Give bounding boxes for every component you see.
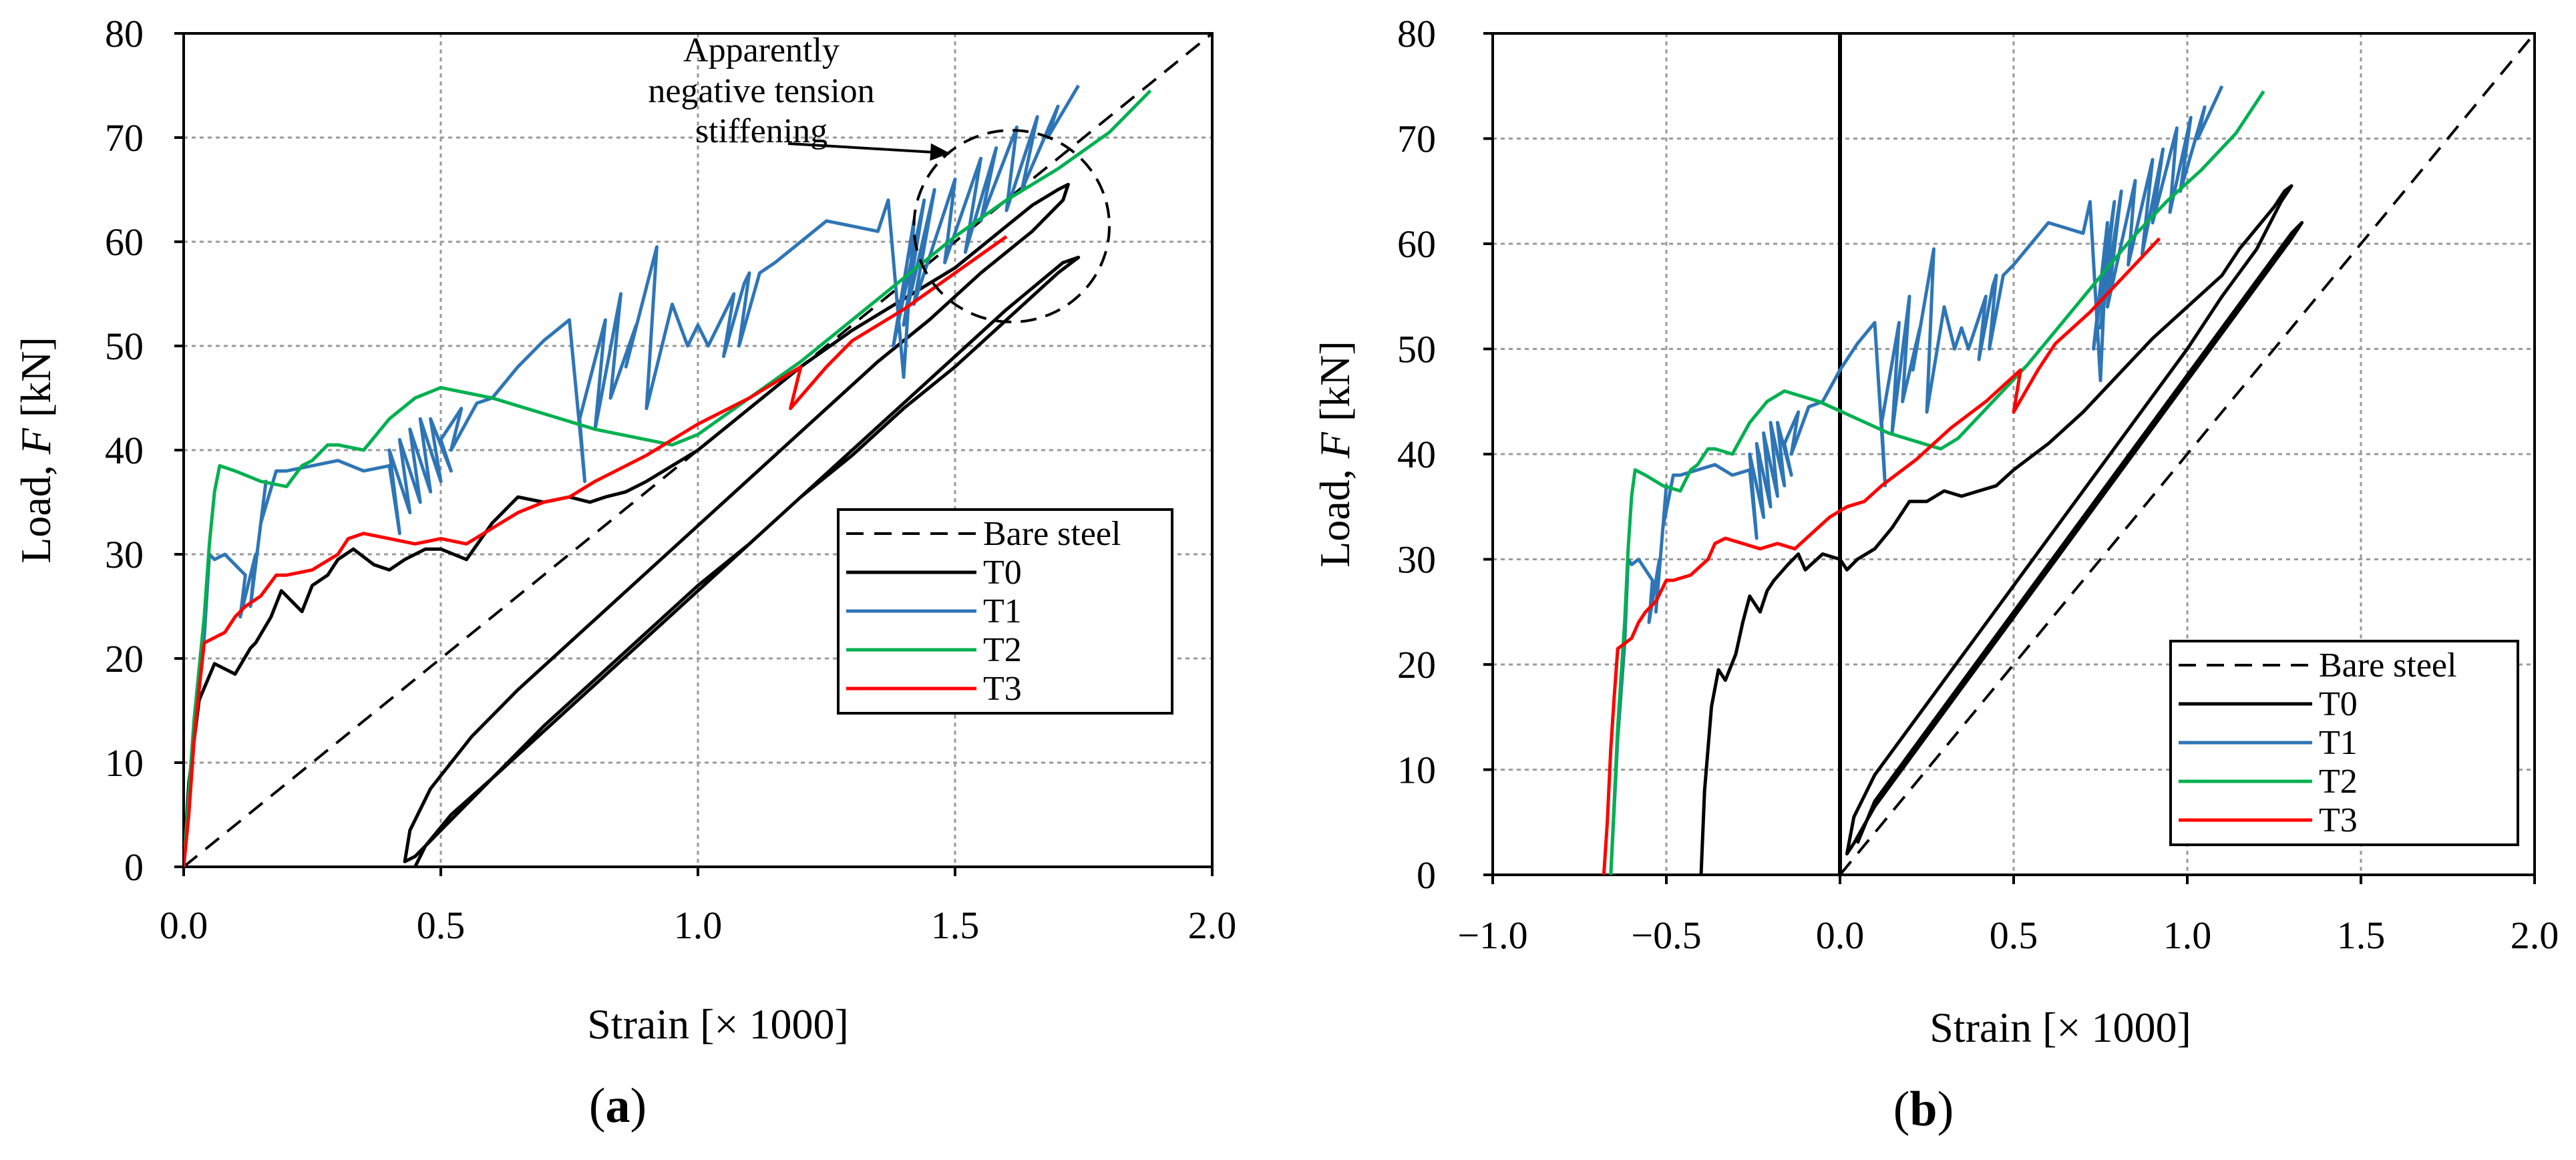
panel-a-y-axis-label: Load, F [kN] (12, 337, 59, 563)
panel-b-y-tick-label: 30 (1397, 538, 1436, 582)
panel-b-legend-label: T1 (2319, 724, 2358, 762)
panel-a-y-axis-label-unit: [kN] (12, 337, 59, 428)
panel-b-panel-label-open: ( (1893, 1082, 1910, 1137)
panel-b-y-axis-label-var: F (1311, 431, 1358, 459)
panel-b-x-axis-label: Strain [× 1000] (1929, 1004, 2191, 1051)
panel-a-y-axis-label-prefix: Load, (12, 454, 59, 564)
panel-b-x-tick-label: −0.5 (1631, 914, 1701, 957)
panel-b-y-tick-label: 10 (1397, 749, 1436, 792)
panel-a-y-tick-label: 50 (105, 325, 144, 368)
panel-a-x-tick-label: 0.0 (160, 904, 208, 947)
panel-b-panel-label: (b) (1893, 1082, 1954, 1137)
panel-a-y-axis-label-var: F (12, 427, 59, 455)
panel-a-panel-label: (a) (589, 1079, 647, 1133)
panel-a-y-tick-label: 10 (105, 741, 144, 785)
panel-b-y-tick-label: 0 (1417, 853, 1436, 897)
panel-a-annotation-text: negative tension (648, 72, 874, 110)
panel-a-x-tick-label: 0.5 (417, 904, 466, 947)
panel-b-x-tick-label: 2.0 (2511, 914, 2559, 957)
panel-b-x-tick-label: −1.0 (1457, 914, 1527, 957)
panel-b-series-line-t1 (1609, 85, 2224, 875)
panel-a-y-tick-label: 60 (105, 220, 144, 264)
panel-a-series-line-t2 (184, 89, 1152, 867)
panel-b-legend-label: T2 (2319, 763, 2358, 801)
panel-a-series-group (184, 33, 1212, 867)
panel-a-x-axis-label: Strain [× 1000] (587, 1000, 849, 1048)
panel-b-x-tick-label: 0.5 (1990, 914, 2038, 957)
panel-b-y-tick-label: 60 (1397, 222, 1436, 266)
panel-b-series-line-t0 (1699, 184, 2304, 875)
panel-b-y-axis-label-unit: [kN] (1311, 341, 1358, 432)
panel-b-y-tick-label: 70 (1397, 118, 1436, 161)
panel-a-x-tick-label: 1.5 (931, 904, 980, 947)
panel-b-chart: −1.0 −0.5 0.0 0.5 1.0 1.5 2.0 0 10 20 30 40 50 60 70 80… (1311, 12, 2559, 1137)
panel-b-y-tick-label: 40 (1397, 433, 1436, 476)
panel-a-legend-label: T1 (983, 592, 1022, 630)
panel-b-series-line-bare-steel (1839, 33, 2535, 875)
panel-b-y-tick-label: 50 (1397, 328, 1436, 371)
panel-a-series-line-t3 (184, 235, 1008, 867)
panel-b-y-axis-label: Load, F [kN] (1311, 341, 1358, 567)
panel-a-series-line-t1 (184, 84, 1080, 867)
panel-b-series-line-t2 (1609, 90, 2265, 875)
panel-a-y-tick-label: 0 (124, 845, 144, 889)
panel-a-legend-label: T3 (983, 670, 1022, 708)
panel-a-annotation-arrow-shaft (787, 142, 950, 155)
panel-a-y-tick-label: 70 (105, 116, 144, 160)
panel-b-series-group (1602, 33, 2535, 875)
panel-a-annotation-ellipse (912, 129, 1111, 324)
panel-b-series-line-t3 (1602, 237, 2161, 875)
panel-b-legend-label: T3 (2319, 801, 2358, 839)
panel-a-y-tick-label: 20 (105, 637, 144, 681)
panel-b-legend-label: T0 (2319, 685, 2358, 723)
panel-b-panel-label-close: ) (1938, 1082, 1954, 1137)
panel-b-legend-label: Bare steel (2319, 646, 2456, 685)
panel-b-y-tick-label: 80 (1397, 12, 1436, 55)
panel-b-panel-label-letter: b (1909, 1082, 1937, 1137)
panel-b-y-tick-label: 20 (1397, 643, 1436, 687)
panel-a-x-tick-label: 2.0 (1188, 904, 1237, 947)
panel-b-x-tick-label: 1.0 (2163, 914, 2212, 957)
panel-a-legend-label: Bare steel (983, 515, 1121, 553)
panel-a-chart: 0.0 0.5 1.0 1.5 2.0 0 10 20 30 40 50 60 70 80 Strain [… (12, 12, 1236, 1133)
panel-b-x-tick-label: 0.0 (1816, 914, 1865, 957)
panel-a-y-tick-label: 30 (105, 533, 144, 576)
panel-a-annotation-arrow-head (930, 143, 950, 161)
panel-a-legend-label: T0 (983, 554, 1022, 592)
panel-a-annotation-text: Apparently (683, 31, 840, 69)
panel-a-legend-label: T2 (983, 631, 1022, 669)
panel-a-panel-label-close: ) (630, 1079, 647, 1133)
panel-b-y-axis-label-prefix: Load, (1311, 458, 1358, 568)
panel-a-y-tick-label: 80 (105, 12, 144, 55)
panel-a-panel-label-open: ( (589, 1079, 606, 1133)
panel-a-y-tick-label: 40 (105, 429, 144, 472)
panel-a-panel-label-letter: a (606, 1079, 630, 1133)
panel-b-x-tick-label: 1.5 (2337, 914, 2386, 957)
panel-a-series-line-t0 (184, 182, 1081, 867)
panel-a-x-tick-label: 1.0 (674, 904, 723, 947)
